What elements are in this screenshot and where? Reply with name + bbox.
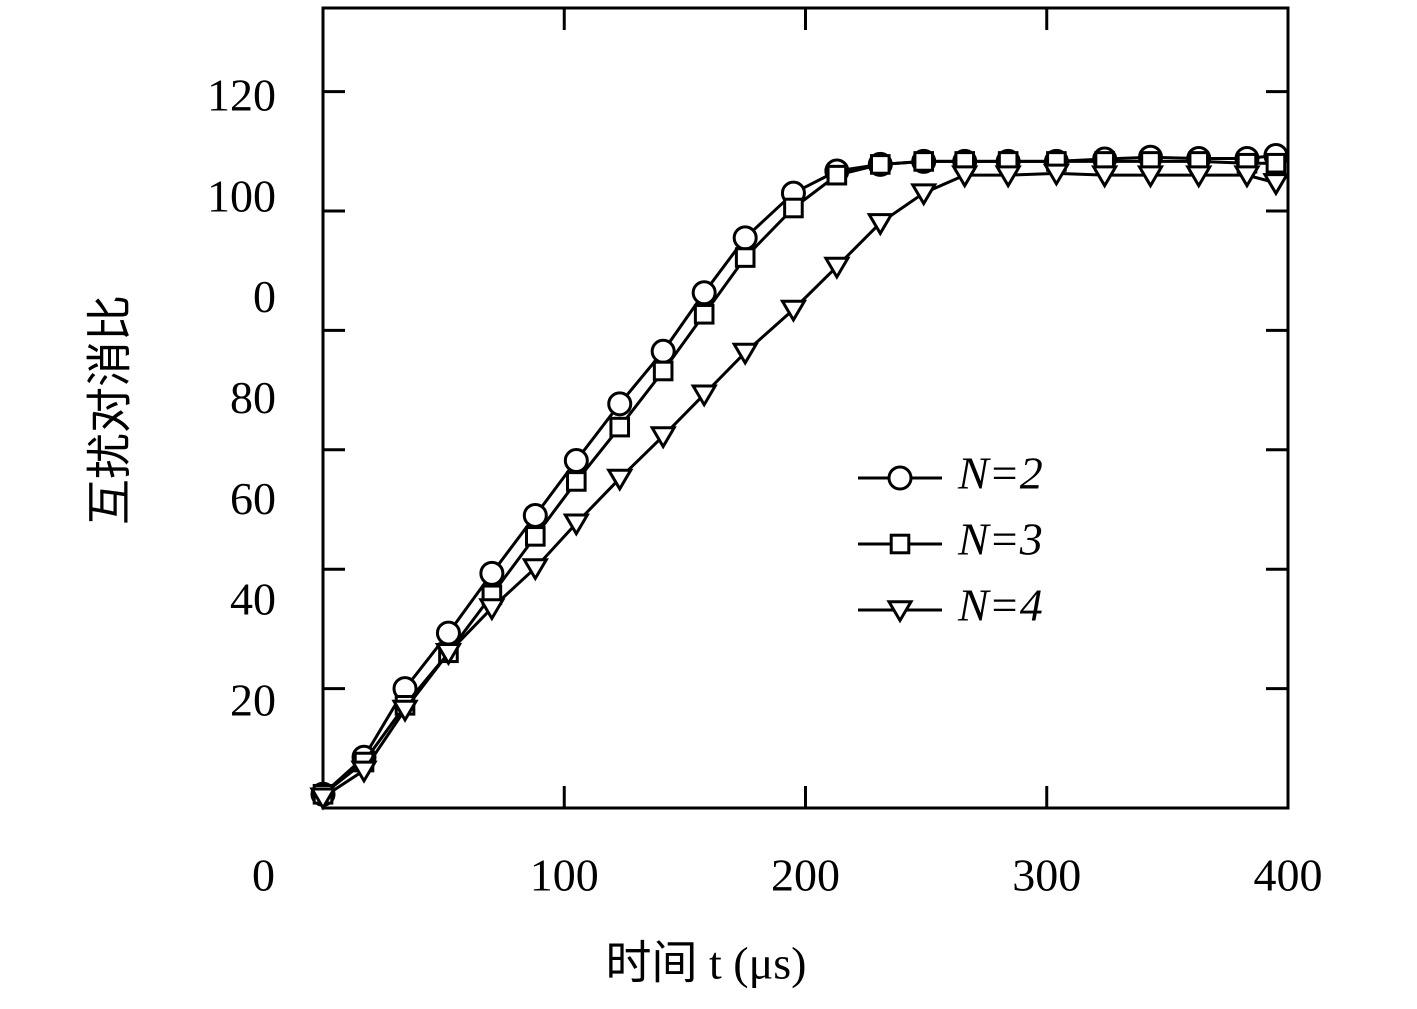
x-tick-label: 200 bbox=[771, 850, 840, 901]
marker bbox=[478, 598, 506, 622]
y-tick-label: 0 bbox=[253, 271, 276, 322]
x-tick-label: 400 bbox=[1254, 850, 1323, 901]
legend-label: N=4 bbox=[957, 580, 1043, 631]
y-tick-label: 100 bbox=[207, 170, 276, 221]
y-tick-label: 120 bbox=[207, 70, 276, 121]
y-tick-label: 20 bbox=[230, 674, 276, 725]
marker bbox=[869, 154, 891, 175]
legend-label: N=3 bbox=[957, 514, 1043, 565]
marker bbox=[562, 513, 590, 537]
legend-label: N=2 bbox=[957, 448, 1043, 499]
marker bbox=[563, 448, 589, 474]
marker bbox=[994, 165, 1022, 189]
marker bbox=[566, 471, 587, 492]
marker bbox=[522, 502, 548, 528]
marker bbox=[779, 299, 808, 323]
legend-marker bbox=[886, 600, 914, 624]
marker bbox=[434, 643, 463, 667]
x-axis-label: 时间 t (μs) bbox=[606, 938, 807, 989]
y-tick-label: 40 bbox=[230, 574, 276, 625]
x-tick-label: 0 bbox=[252, 850, 275, 901]
x-tick-label: 100 bbox=[530, 850, 599, 901]
series-line bbox=[321, 153, 1277, 796]
marker bbox=[350, 760, 378, 784]
marker bbox=[1136, 165, 1165, 189]
marker bbox=[479, 560, 505, 586]
marker bbox=[1185, 165, 1213, 189]
marker bbox=[1091, 165, 1119, 189]
marker bbox=[783, 197, 804, 219]
marker bbox=[607, 391, 633, 417]
marker bbox=[691, 280, 717, 306]
marker bbox=[826, 164, 848, 186]
y-axis-label: 互扰对消比 bbox=[85, 295, 136, 525]
legend-marker bbox=[889, 533, 911, 555]
marker bbox=[732, 225, 758, 251]
marker bbox=[309, 787, 337, 811]
marker bbox=[525, 526, 546, 547]
marker bbox=[606, 468, 634, 492]
legend-marker bbox=[887, 465, 913, 491]
series-line bbox=[322, 171, 1277, 799]
x-tick-label: 300 bbox=[1012, 850, 1081, 901]
marker bbox=[391, 699, 419, 723]
marker bbox=[1042, 163, 1071, 187]
marker bbox=[1233, 165, 1261, 189]
marker bbox=[1262, 173, 1290, 197]
marker bbox=[910, 183, 938, 207]
marker bbox=[609, 416, 631, 438]
marker bbox=[734, 247, 756, 268]
marker bbox=[652, 360, 674, 382]
y-tick-label: 80 bbox=[230, 372, 276, 423]
y-tick-label: 60 bbox=[230, 473, 276, 524]
marker bbox=[521, 558, 549, 582]
marker bbox=[690, 384, 718, 408]
marker bbox=[866, 213, 894, 237]
series-line bbox=[322, 159, 1276, 796]
marker bbox=[913, 151, 935, 172]
marker bbox=[731, 342, 759, 366]
marker bbox=[693, 303, 715, 325]
marker bbox=[951, 165, 979, 189]
marker bbox=[823, 256, 851, 280]
marker bbox=[1265, 152, 1287, 174]
plot-frame bbox=[321, 6, 1290, 810]
marker bbox=[649, 426, 677, 450]
